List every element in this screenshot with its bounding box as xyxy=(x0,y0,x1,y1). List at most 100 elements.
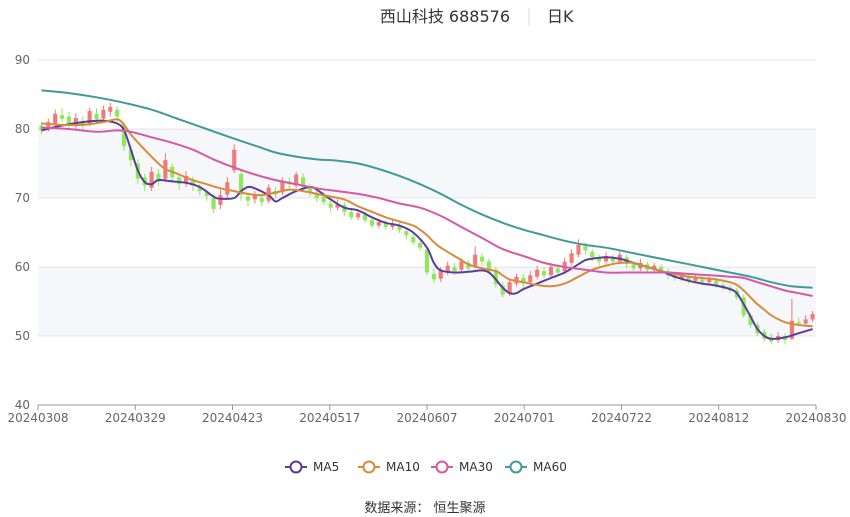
candle-body xyxy=(321,196,326,203)
ma-line-ma60 xyxy=(41,89,813,289)
candle-body xyxy=(156,173,161,182)
candle-body xyxy=(576,244,581,255)
candle-body xyxy=(94,113,99,120)
candle-body xyxy=(679,275,684,279)
x-tick-label: 20240517 xyxy=(299,411,360,425)
legend-label-ma30: MA30 xyxy=(459,460,493,474)
grid-lines xyxy=(38,59,816,406)
ma-line-ma30 xyxy=(41,126,813,297)
candle-body xyxy=(603,255,609,262)
x-axis: 20240308 20240329 20240423 20240517 20240607… xyxy=(7,404,847,425)
legend-label-ma5: MA5 xyxy=(313,460,339,474)
candle-body xyxy=(480,256,485,262)
candle-body xyxy=(418,242,423,248)
data-source: 数据来源： 恒生聚源 xyxy=(364,501,485,516)
candle-body xyxy=(53,113,58,124)
candle-body xyxy=(597,257,602,262)
candle-body xyxy=(349,211,354,218)
candle-body xyxy=(714,280,719,285)
candle-body xyxy=(383,222,388,227)
candle-body xyxy=(197,187,202,192)
candle-body xyxy=(466,262,471,269)
grid-band xyxy=(38,267,816,336)
candle-body xyxy=(528,275,533,283)
candle-body xyxy=(60,115,65,119)
candle-body xyxy=(101,109,106,119)
candle-body xyxy=(108,106,113,112)
candle-body xyxy=(590,251,595,258)
candle-body xyxy=(66,116,72,124)
candle-body xyxy=(445,265,450,273)
candle-body xyxy=(659,267,664,272)
x-tick-label: 20240722 xyxy=(591,411,652,425)
candle-body xyxy=(218,195,223,205)
candle-body xyxy=(507,282,512,294)
candle-body xyxy=(459,261,464,270)
x-tick-label: 20240308 xyxy=(7,411,68,425)
candle-body xyxy=(328,203,333,208)
chart-period: 日K xyxy=(547,7,574,26)
candle-body xyxy=(211,198,216,210)
candle-body xyxy=(438,270,443,279)
candle-body xyxy=(748,315,753,325)
x-tick-label: 20240812 xyxy=(688,411,749,425)
moving-average-lines xyxy=(41,89,813,340)
candle-body xyxy=(335,203,340,208)
x-tick-label: 20240423 xyxy=(202,411,263,425)
candle-body xyxy=(424,249,430,273)
candle-body xyxy=(390,223,395,227)
candle-body xyxy=(115,109,120,117)
legend-marker-ma30 xyxy=(435,460,449,474)
candle-body xyxy=(314,193,319,198)
candle-body xyxy=(190,180,195,186)
candle-body xyxy=(294,174,299,186)
y-tick-label: 70 xyxy=(15,191,30,205)
candle-body xyxy=(232,149,237,171)
legend-marker-ma10 xyxy=(362,460,376,474)
candle-body xyxy=(431,273,436,280)
candle-body xyxy=(686,276,691,281)
candle-body xyxy=(700,279,705,283)
legend-label-ma10: MA10 xyxy=(386,460,420,474)
x-tick-label: 20240607 xyxy=(396,411,457,425)
candle-body xyxy=(452,267,457,272)
x-tick-label: 20240830 xyxy=(785,411,846,425)
y-tick-label: 60 xyxy=(15,260,30,274)
legend: MA5 MA10 MA30 MA60 xyxy=(285,460,567,474)
candle-body xyxy=(301,177,306,187)
candle-body xyxy=(121,125,127,147)
candle-body xyxy=(280,180,285,193)
candle-body xyxy=(610,257,615,262)
candle-body xyxy=(204,192,209,196)
candle-body xyxy=(500,285,505,295)
candle-body xyxy=(652,265,657,270)
candle-body xyxy=(707,279,712,283)
candle-body xyxy=(741,297,746,316)
candle-body xyxy=(239,173,244,195)
candle-body xyxy=(73,117,78,125)
legend-label-ma60: MA60 xyxy=(533,460,567,474)
candle-body xyxy=(803,319,808,324)
candle-body xyxy=(362,214,368,221)
candle-body xyxy=(810,313,815,320)
candle-body xyxy=(356,213,361,218)
candle-body xyxy=(569,253,574,263)
candle-body xyxy=(535,269,540,277)
y-tick-label: 90 xyxy=(15,53,30,67)
y-axis-ticks: 40 50 60 70 80 90 xyxy=(15,53,30,412)
y-tick-label: 50 xyxy=(15,329,30,343)
x-tick-label: 20240329 xyxy=(105,411,166,425)
candles xyxy=(39,102,815,345)
candle-body xyxy=(493,269,498,285)
candle-body xyxy=(631,264,636,269)
candle-body xyxy=(177,177,182,185)
legend-marker-ma5 xyxy=(289,460,303,474)
candle-body xyxy=(796,322,801,324)
y-tick-label: 80 xyxy=(15,122,30,136)
candle-body xyxy=(252,195,257,200)
candle-body xyxy=(149,171,154,188)
legend-marker-ma60 xyxy=(509,460,523,474)
ma-line-ma5 xyxy=(41,119,813,340)
candle-body xyxy=(404,231,409,236)
